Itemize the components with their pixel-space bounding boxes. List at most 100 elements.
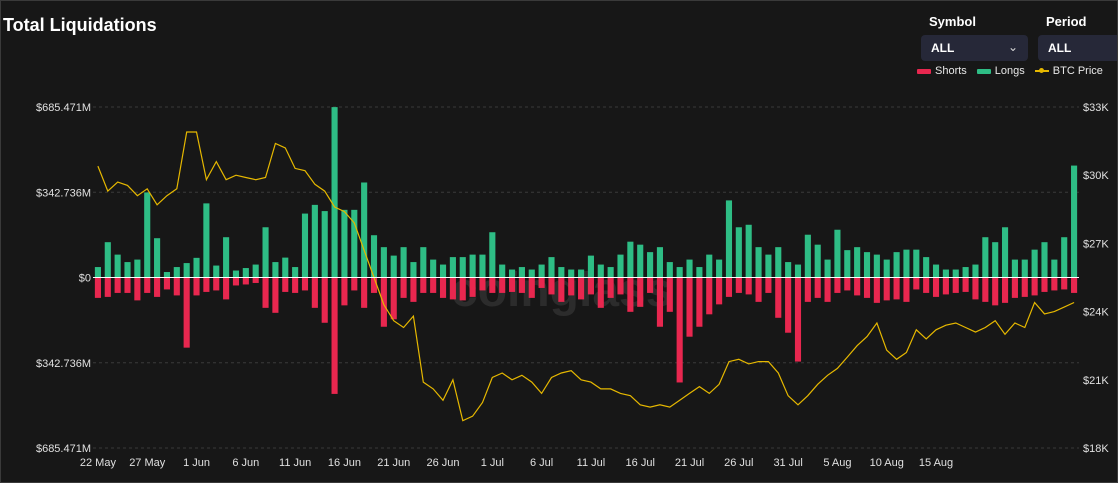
short-bar [183,277,190,348]
short-bar [508,277,516,292]
long-bar [104,242,111,278]
short-bar [873,277,880,303]
short-bar [223,277,230,300]
legend-label-longs: Longs [994,65,1025,77]
long-bar [262,227,269,278]
x-tick-label: 16 Jul [626,457,655,469]
x-tick-label: 15 Aug [919,457,953,469]
legend-swatch-btc-price [1034,68,1049,73]
long-bar [232,270,240,278]
x-tick-label: 11 Jun [279,457,311,469]
long-bar [163,272,171,278]
period-select[interactable]: ALL [1038,35,1117,61]
short-bar [982,277,989,302]
long-bar [213,265,220,278]
short-bar [696,277,703,327]
long-bar [666,262,673,278]
long-bar [528,269,535,278]
long-bar [361,182,368,278]
short-bar [755,277,762,302]
long-bar [834,229,841,278]
short-bar [134,277,141,301]
short-bar [952,277,959,293]
short-bar [666,277,673,312]
short-bar [1071,277,1078,293]
long-bar [844,250,851,278]
long-bar [410,262,417,278]
long-bar [794,264,802,278]
short-bar [765,277,772,293]
short-bar [1041,277,1048,292]
short-bar [292,277,299,293]
page-title: Total Liquidations [3,15,157,35]
long-bar [1001,227,1009,278]
short-bar [942,277,949,295]
long-bar [538,264,545,278]
right-tick-label: $18K [1083,443,1109,455]
long-bar [301,213,309,278]
short-bar [518,277,525,293]
long-bar [469,254,476,278]
short-bar [686,277,693,337]
short-bar [114,277,121,293]
short-bar [163,277,171,290]
legend-item-btc-price[interactable]: BTC Price [1034,65,1103,77]
long-bar [578,269,585,278]
legend-item-shorts[interactable]: Shorts [917,65,967,77]
long-bar [420,247,427,278]
long-bar [449,257,456,278]
long-bar [508,269,516,278]
long-bar [1061,237,1068,278]
long-bar [154,238,161,278]
x-tick-label: 27 May [129,457,166,469]
short-bar [794,277,802,362]
long-bar [489,232,496,278]
chart-legend: Shorts Longs BTC Price [917,65,1103,77]
long-bar [775,247,782,278]
short-bar [558,277,565,302]
long-bar [321,211,328,278]
long-bar [479,254,486,278]
long-bar [597,264,604,278]
long-bar [932,264,940,278]
short-bar [301,277,309,291]
left-tick-label: $342.736M [36,358,91,370]
short-bar [647,277,654,293]
short-bar [469,277,476,297]
short-bar [380,277,387,327]
short-bar [923,277,930,293]
short-bar [834,277,841,293]
long-bar [252,264,259,278]
long-bar [173,267,180,278]
short-bar [449,277,456,300]
short-bar [903,277,910,302]
long-bar [1021,259,1028,278]
short-bar [1021,277,1028,297]
short-bar [863,277,871,298]
short-bar [459,277,466,301]
long-bar [942,269,949,278]
legend-item-longs[interactable]: Longs [976,65,1025,77]
long-bar [568,269,575,278]
short-bar [154,277,161,297]
long-bar [134,259,141,278]
long-bar [696,267,703,278]
long-bar [242,268,249,278]
short-bar [351,277,358,291]
left-tick-label: $342.736M [36,187,91,199]
right-tick-label: $30K [1083,170,1109,182]
left-tick-label: $0 [79,273,91,285]
short-bar [893,277,900,300]
long-bar [903,249,910,278]
legend-swatch-longs [976,68,991,74]
short-bar [932,277,940,297]
short-bar [252,277,259,283]
x-axis: 22 May 27 May 1 Jun 6 Jun 11 Jun 16 Jun 21 Jun… [80,457,953,469]
long-bar [962,267,969,278]
short-bar [992,277,999,306]
symbol-select[interactable]: ALL ⌄ [921,35,1028,61]
short-bar [430,277,437,293]
short-bar [1051,277,1058,291]
long-bar [499,264,506,278]
long-bar [706,254,713,278]
